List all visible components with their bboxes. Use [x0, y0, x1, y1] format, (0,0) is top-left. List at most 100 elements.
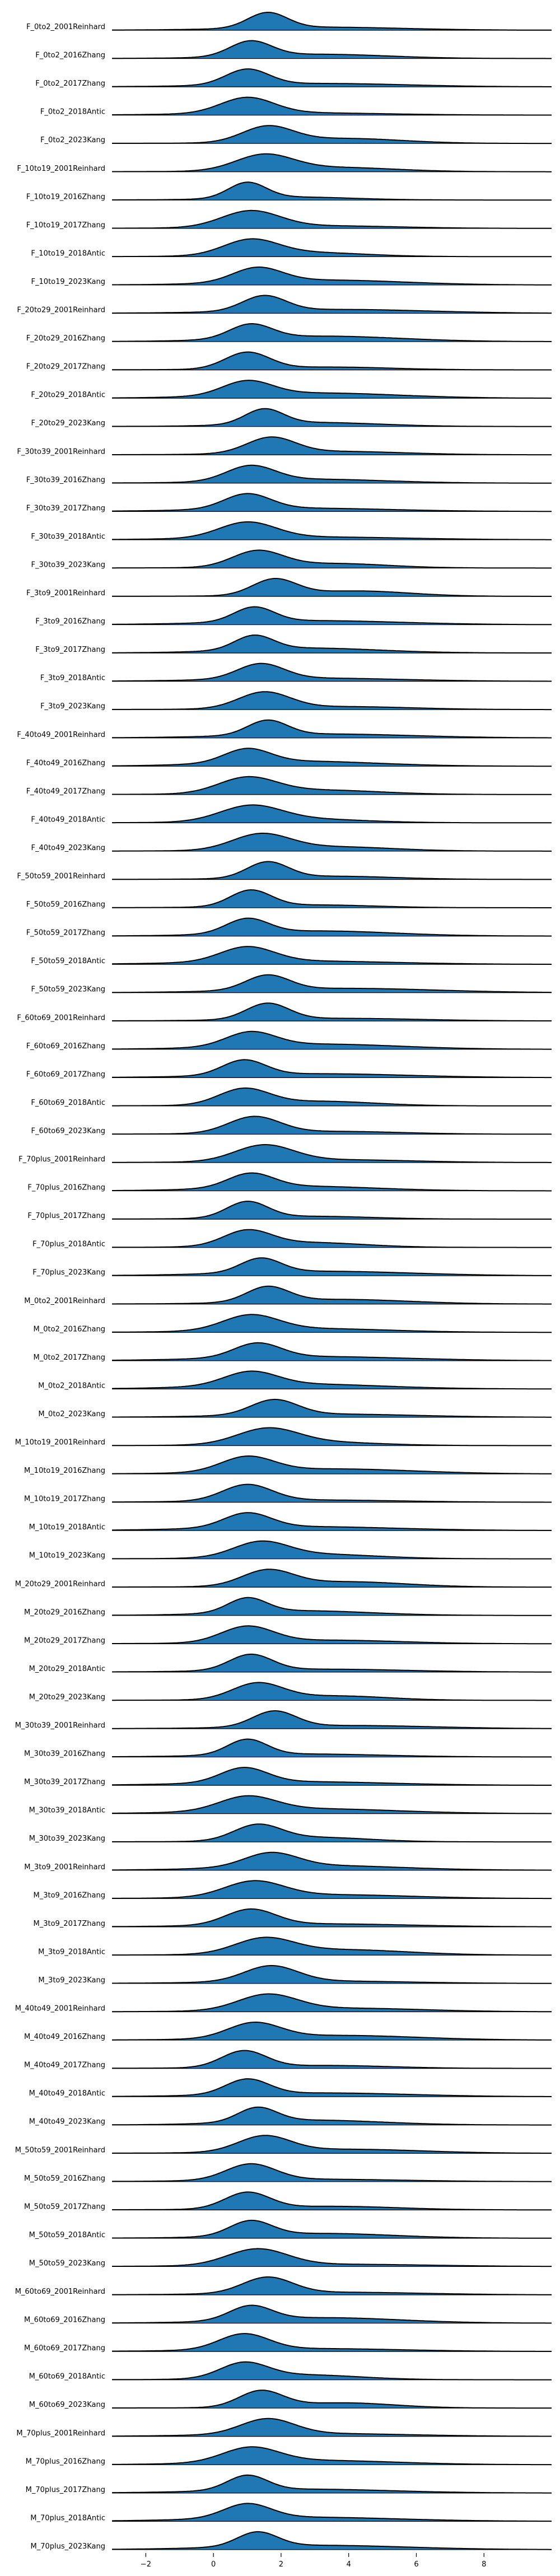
- ridge-row: M_3to9_2017Zhang: [34, 1908, 552, 1928]
- ridge-row: F_40to49_2016Zhang: [26, 748, 552, 767]
- density-outline: [112, 1936, 552, 1956]
- density-area: [112, 890, 552, 908]
- ridge-row: M_0to2_2001Reinhard: [24, 1285, 552, 1305]
- row-label: F_50to59_2001Reinhard: [17, 872, 105, 881]
- density-area: [112, 1145, 552, 1163]
- density-area: [112, 210, 552, 228]
- density-area: [112, 2475, 552, 2493]
- density-outline: [112, 2191, 552, 2211]
- density-area: [112, 352, 552, 370]
- ridge-row: M_10to19_2001Reinhard: [15, 1427, 552, 1447]
- row-label: F_70plus_2016Zhang: [27, 1184, 105, 1192]
- ridge-row: M_10to19_2023Kang: [29, 1540, 552, 1560]
- density-area: [112, 1201, 552, 1220]
- density-area: [112, 861, 552, 880]
- row-label: M_20to29_2016Zhang: [24, 1608, 105, 1617]
- row-label: M_10to19_2018Antic: [29, 1523, 105, 1532]
- density-area: [112, 437, 552, 455]
- row-label: M_50to59_2017Zhang: [24, 2202, 105, 2211]
- density-area: [112, 521, 552, 540]
- density-area: [112, 2022, 552, 2040]
- density-outline: [111, 2446, 552, 2466]
- ridge-row: F_50to59_2017Zhang: [26, 917, 552, 937]
- density-outline: [112, 748, 552, 767]
- ridge-row: F_20to29_2016Zhang: [26, 323, 552, 343]
- ridge-row: M_60to69_2023Kang: [29, 2390, 552, 2409]
- density-area: [112, 2192, 552, 2210]
- ridge-row: F_30to39_2016Zhang: [26, 464, 552, 484]
- density-area: [112, 663, 552, 682]
- row-label: F_40to49_2016Zhang: [26, 759, 105, 767]
- row-label: F_20to29_2018Antic: [31, 391, 105, 399]
- density-area: [112, 1342, 552, 1361]
- density-outline: [112, 1710, 552, 1729]
- ridge-row: M_50to59_2018Antic: [29, 2219, 552, 2239]
- row-label: F_0to2_2018Antic: [40, 108, 105, 116]
- density-area: [112, 974, 552, 993]
- ridge-row: F_20to29_2023Kang: [31, 408, 552, 428]
- row-label: M_60to69_2017Zhang: [24, 2344, 105, 2353]
- density-area: [112, 380, 552, 399]
- ridge-row: F_50to59_2016Zhang: [26, 889, 552, 909]
- density-area: [112, 2305, 552, 2323]
- ridge-row: M_20to29_2001Reinhard: [15, 1569, 552, 1588]
- density-area: [112, 748, 552, 767]
- density-outline: [112, 1398, 552, 1418]
- row-label: M_40to49_2017Zhang: [24, 2061, 105, 2070]
- density-area: [112, 1795, 552, 1814]
- ridge-row: F_50to59_2001Reinhard: [17, 861, 552, 881]
- row-label: F_70plus_2023Kang: [32, 1268, 105, 1277]
- x-tick-label: 0: [211, 2560, 216, 2569]
- density-outline: [112, 2531, 552, 2550]
- ridge-row: M_3to9_2023Kang: [38, 1964, 552, 1985]
- ridge-row: M_20to29_2018Antic: [29, 1653, 552, 1673]
- row-label: F_10to19_2016Zhang: [26, 193, 105, 201]
- ridge-row: F_0to2_2016Zhang: [35, 40, 552, 60]
- density-area: [112, 1739, 552, 1757]
- density-outline: [112, 1314, 552, 1333]
- row-label: F_30to39_2001Reinhard: [17, 447, 105, 456]
- density-outline: [112, 974, 552, 993]
- ridge-row: F_40to49_2018Antic: [31, 804, 552, 824]
- density-area: [112, 2334, 552, 2352]
- ridge-row: M_3to9_2016Zhang: [34, 1880, 552, 1900]
- ridge-row: M_70plus_2017Zhang: [26, 2474, 552, 2494]
- density-area: [112, 2418, 552, 2437]
- density-area: [112, 2531, 552, 2550]
- row-label: F_0to2_2017Zhang: [35, 80, 105, 88]
- row-label: F_10to19_2001Reinhard: [17, 165, 105, 173]
- row-label: F_10to19_2018Antic: [31, 249, 105, 258]
- ridge-row: F_60to69_2023Kang: [31, 1116, 552, 1135]
- density-area: [112, 1456, 552, 1474]
- density-area: [112, 153, 552, 172]
- density-area: [112, 1513, 552, 1531]
- row-label: M_60to69_2001Reinhard: [15, 2288, 105, 2296]
- density-outline: [111, 2474, 552, 2494]
- density-outline: [112, 2219, 552, 2239]
- density-area: [112, 69, 552, 87]
- row-label: M_50to59_2018Antic: [29, 2231, 105, 2239]
- row-label: F_70plus_2001Reinhard: [18, 1155, 105, 1164]
- ridge-row: M_60to69_2018Antic: [29, 2361, 552, 2381]
- row-label: F_20to29_2001Reinhard: [17, 306, 105, 315]
- row-label: M_40to49_2001Reinhard: [15, 2005, 105, 2013]
- density-area: [112, 239, 552, 257]
- row-label: M_70plus_2017Zhang: [26, 2486, 105, 2494]
- row-label: M_70plus_2016Zhang: [26, 2457, 105, 2466]
- density-area: [112, 1484, 552, 1502]
- row-label: M_50to59_2023Kang: [29, 2259, 105, 2267]
- density-outline: [112, 1880, 552, 1900]
- row-label: M_30to39_2018Antic: [29, 1807, 105, 1815]
- density-outline: [112, 606, 552, 626]
- ridge-row: F_60to69_2001Reinhard: [17, 1002, 552, 1022]
- density-outline: [112, 1059, 552, 1079]
- row-label: M_70plus_2018Antic: [30, 2514, 105, 2522]
- ridge-row: F_60to69_2018Antic: [31, 1087, 552, 1107]
- ridge-row: F_10to19_2017Zhang: [26, 209, 552, 230]
- row-label: M_3to9_2017Zhang: [34, 1920, 106, 1928]
- row-label: F_10to19_2017Zhang: [26, 221, 105, 230]
- density-outline: [112, 96, 552, 116]
- row-label: F_3to9_2017Zhang: [35, 646, 105, 654]
- row-label: M_70plus_2023Kang: [31, 2542, 105, 2551]
- row-label: M_3to9_2016Zhang: [34, 1891, 106, 1900]
